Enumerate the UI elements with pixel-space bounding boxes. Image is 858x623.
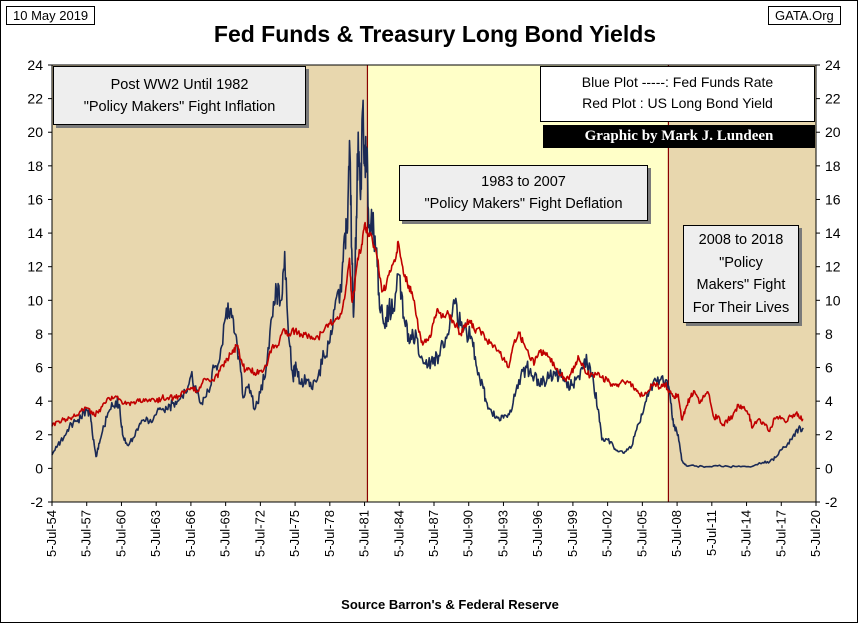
y-tick-label-right-9: 16 [825,191,841,207]
y-tick-label-right-13: 24 [825,57,841,73]
y-tick-label-left-10: 18 [27,158,43,174]
y-tick-label-left-1: 0 [35,460,43,476]
x-tick-label-21: 5-Jul-17 [773,510,788,557]
legend: Blue Plot -----: Fed Funds Rate Red Plot… [540,66,815,122]
y-tick-label-left-9: 16 [27,191,43,207]
credit-label: Graphic by Mark J. Lundeen [543,125,815,148]
y-tick-label-right-11: 20 [825,124,841,140]
x-tick-label-14: 5-Jul-96 [530,510,545,557]
x-tick-label-1: 5-Jul-57 [79,510,94,557]
x-tick-label-16: 5-Jul-02 [600,510,615,557]
y-tick-label-right-1: 0 [825,460,833,476]
x-tick-label-20: 5-Jul-14 [739,510,754,557]
annotation-survival: 2008 to 2018 "Policy Makers" Fight For T… [683,225,799,323]
annotation-survival-line1: 2008 to 2018 [698,232,784,248]
annotation-deflation: 1983 to 2007 "Policy Makers" Fight Defla… [399,165,648,221]
annotation-inflation: Post WW2 Until 1982 "Policy Makers" Figh… [53,66,306,125]
x-tick-label-3: 5-Jul-63 [148,510,163,557]
x-tick-label-12: 5-Jul-90 [461,510,476,557]
y-tick-label-right-3: 4 [825,393,833,409]
y-tick-label-right-10: 18 [825,158,841,174]
x-tick-label-6: 5-Jul-72 [252,510,267,557]
y-tick-label-right-4: 6 [825,360,833,376]
y-tick-label-left-2: 2 [35,427,43,443]
series-line-fed-funds [51,99,804,469]
y-tick-label-left-12: 22 [27,91,43,107]
x-tick-label-17: 5-Jul-05 [634,510,649,557]
annotation-survival-line2: "Policy [719,254,763,271]
annotation-deflation-line1: 1983 to 2007 [481,174,566,190]
chart-source: Source Barron's & Federal Reserve [341,597,559,612]
y-tick-label-right-12: 22 [825,91,841,107]
y-tick-label-right-6: 10 [825,292,841,308]
x-tick-label-11: 5-Jul-87 [426,510,441,557]
x-tick-label-18: 5-Jul-08 [669,510,684,557]
x-tick-label-22: 5-Jul-20 [808,510,823,557]
annotation-inflation-line2: "Policy Makers" Fight Inflation [83,99,276,115]
date-label: 10 May 2019 [6,6,96,25]
chart-title: Fed Funds & Treasury Long Bond Yields [214,21,656,47]
x-tick-label-8: 5-Jul-78 [322,510,337,557]
x-tick-label-5: 5-Jul-69 [218,510,233,557]
y-tick-label-left-13: 24 [27,57,43,73]
y-tick-label-right-7: 12 [825,259,841,275]
y-tick-label-left-6: 10 [27,292,43,308]
x-tick-label-15: 5-Jul-99 [565,510,580,557]
y-tick-label-right-0: -2 [825,494,838,510]
x-tick-label-10: 5-Jul-84 [391,510,406,557]
y-tick-label-left-4: 6 [35,360,43,376]
era-band-0 [52,65,368,502]
annotation-inflation-line1: Post WW2 Until 1982 [110,77,249,93]
x-tick-label-9: 5-Jul-81 [357,510,372,557]
y-tick-label-left-5: 8 [35,326,43,342]
annotation-survival-line3: Makers" Fight [696,277,786,293]
y-tick-label-left-0: -2 [31,494,44,510]
y-tick-label-left-7: 12 [27,259,43,275]
series-line-long-bond [51,221,804,433]
y-tick-label-right-5: 8 [825,326,833,342]
x-tick-label-19: 5-Jul-11 [704,510,719,556]
x-tick-label-4: 5-Jul-66 [183,510,198,557]
annotation-deflation-line2: "Policy Makers" Fight Deflation [424,196,623,212]
x-tick-label-7: 5-Jul-75 [287,510,302,557]
x-tick-label-13: 5-Jul-93 [495,510,510,557]
legend-fed-funds: Blue Plot -----: Fed Funds Rate [581,74,774,90]
x-tick-label-0: 5-Jul-54 [44,510,59,557]
y-tick-label-left-3: 4 [35,393,43,409]
annotation-survival-line4: For Their Lives [692,299,790,316]
site-label: GATA.Org [768,6,841,25]
y-tick-label-right-8: 14 [825,225,841,241]
y-tick-label-left-8: 14 [27,225,43,241]
y-tick-label-left-11: 20 [27,124,43,140]
y-tick-label-right-2: 2 [825,427,833,443]
x-tick-label-2: 5-Jul-60 [113,510,128,557]
legend-long-bond: Red Plot : US Long Bond Yield [582,95,773,111]
